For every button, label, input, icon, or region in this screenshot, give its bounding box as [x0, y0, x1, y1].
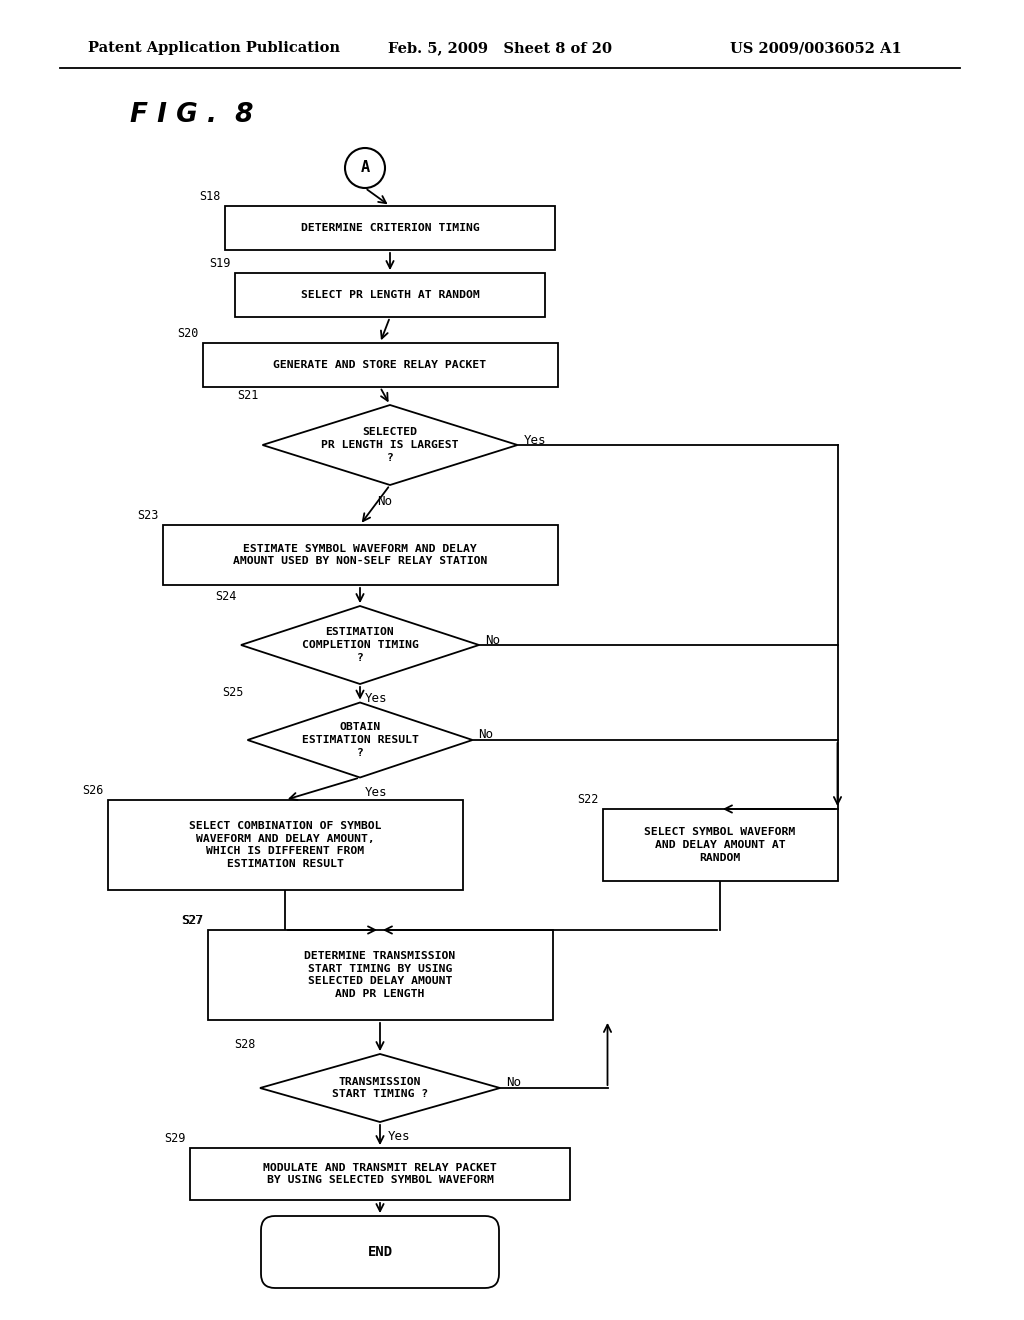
Text: S26: S26: [82, 784, 103, 797]
Text: MODULATE AND TRANSMIT RELAY PACKET
BY USING SELECTED SYMBOL WAVEFORM: MODULATE AND TRANSMIT RELAY PACKET BY US…: [263, 1163, 497, 1185]
Text: No: No: [485, 634, 500, 647]
Polygon shape: [260, 1053, 500, 1122]
Text: DETERMINE CRITERION TIMING: DETERMINE CRITERION TIMING: [301, 223, 479, 234]
Text: S20: S20: [177, 327, 199, 341]
Polygon shape: [241, 606, 479, 684]
FancyBboxPatch shape: [225, 206, 555, 249]
Text: GENERATE AND STORE RELAY PACKET: GENERATE AND STORE RELAY PACKET: [273, 360, 486, 370]
Text: F I G .  8: F I G . 8: [130, 102, 254, 128]
Text: S27: S27: [182, 913, 204, 927]
FancyBboxPatch shape: [203, 343, 557, 387]
Text: S25: S25: [222, 686, 244, 700]
Polygon shape: [262, 405, 517, 484]
Text: A: A: [360, 161, 370, 176]
Text: SELECT COMBINATION OF SYMBOL
WAVEFORM AND DELAY AMOUNT,
WHICH IS DIFFERENT FROM
: SELECT COMBINATION OF SYMBOL WAVEFORM AN…: [188, 821, 381, 869]
Text: No: No: [506, 1077, 521, 1089]
Text: S28: S28: [234, 1038, 256, 1051]
Circle shape: [345, 148, 385, 187]
Text: S27: S27: [181, 913, 203, 927]
Text: Yes: Yes: [365, 785, 387, 799]
Text: S18: S18: [200, 190, 221, 203]
Text: US 2009/0036052 A1: US 2009/0036052 A1: [730, 41, 902, 55]
Text: ESTIMATION
COMPLETION TIMING
?: ESTIMATION COMPLETION TIMING ?: [301, 627, 419, 663]
Text: OBTAIN
ESTIMATION RESULT
?: OBTAIN ESTIMATION RESULT ?: [301, 722, 419, 758]
Text: SELECT PR LENGTH AT RANDOM: SELECT PR LENGTH AT RANDOM: [301, 290, 479, 300]
Text: S23: S23: [137, 510, 159, 521]
Text: SELECTED
PR LENGTH IS LARGEST
?: SELECTED PR LENGTH IS LARGEST ?: [322, 428, 459, 463]
Text: Yes: Yes: [365, 692, 387, 705]
Text: S21: S21: [238, 389, 258, 403]
Text: END: END: [368, 1245, 392, 1259]
Text: TRANSMISSION
START TIMING ?: TRANSMISSION START TIMING ?: [332, 1077, 428, 1100]
Text: S29: S29: [165, 1133, 186, 1144]
Text: ESTIMATE SYMBOL WAVEFORM AND DELAY
AMOUNT USED BY NON-SELF RELAY STATION: ESTIMATE SYMBOL WAVEFORM AND DELAY AMOUN…: [232, 544, 487, 566]
FancyBboxPatch shape: [234, 273, 545, 317]
Polygon shape: [248, 702, 472, 777]
FancyBboxPatch shape: [208, 931, 553, 1020]
FancyBboxPatch shape: [602, 809, 838, 880]
Text: SELECT SYMBOL WAVEFORM
AND DELAY AMOUNT AT
RANDOM: SELECT SYMBOL WAVEFORM AND DELAY AMOUNT …: [644, 828, 796, 863]
FancyBboxPatch shape: [108, 800, 463, 890]
Text: No: No: [378, 495, 392, 508]
Text: DETERMINE TRANSMISSION
START TIMING BY USING
SELECTED DELAY AMOUNT
AND PR LENGTH: DETERMINE TRANSMISSION START TIMING BY U…: [304, 950, 456, 999]
Text: S22: S22: [578, 793, 598, 807]
Text: Yes: Yes: [523, 433, 546, 446]
Text: Feb. 5, 2009   Sheet 8 of 20: Feb. 5, 2009 Sheet 8 of 20: [388, 41, 612, 55]
Text: Patent Application Publication: Patent Application Publication: [88, 41, 340, 55]
Text: S24: S24: [216, 590, 237, 603]
Text: S19: S19: [210, 257, 231, 271]
Text: Yes: Yes: [388, 1130, 411, 1143]
FancyBboxPatch shape: [163, 525, 557, 585]
FancyBboxPatch shape: [190, 1148, 570, 1200]
Text: No: No: [478, 729, 494, 742]
FancyBboxPatch shape: [261, 1216, 499, 1288]
